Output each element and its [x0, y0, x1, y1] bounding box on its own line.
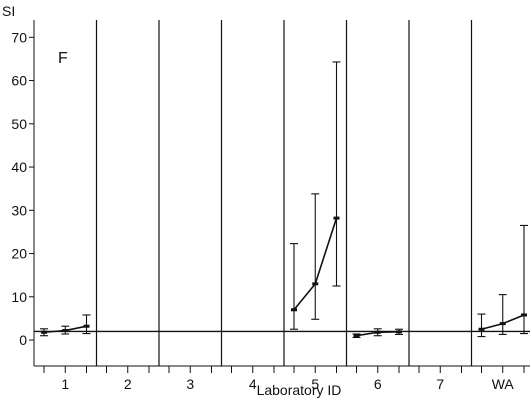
y-tick-label: 30: [11, 202, 27, 218]
y-tick-label: 70: [11, 29, 27, 45]
data-point: [353, 334, 360, 338]
data-point: [83, 324, 90, 328]
y-tick-label: 40: [11, 159, 27, 175]
data-point: [374, 330, 381, 334]
data-point: [396, 330, 402, 334]
group-label: WA: [492, 376, 515, 392]
group-label: 7: [436, 376, 444, 392]
group-label: 6: [374, 376, 382, 392]
y-tick-label: 0: [19, 332, 27, 348]
data-point: [333, 216, 340, 220]
group-label: 4: [249, 376, 257, 392]
data-point: [41, 330, 47, 334]
data-point: [312, 282, 319, 286]
group-label: 1: [61, 376, 69, 392]
y-tick-label: 60: [11, 73, 27, 89]
group-label: 2: [124, 376, 132, 392]
data-point: [291, 308, 297, 312]
data-point: [62, 329, 69, 333]
panel-label: F: [58, 50, 68, 67]
group-label: 3: [186, 376, 194, 392]
y-tick-label: 20: [11, 246, 27, 262]
group-label: 5: [311, 376, 319, 392]
y-axis-label: SI: [2, 3, 15, 19]
data-point: [521, 313, 527, 317]
y-tick-label: 10: [11, 289, 27, 305]
data-point: [478, 327, 485, 331]
data-point: [499, 322, 506, 326]
x-axis-label: Laboratory ID: [257, 382, 342, 398]
y-tick-label: 50: [11, 116, 27, 132]
